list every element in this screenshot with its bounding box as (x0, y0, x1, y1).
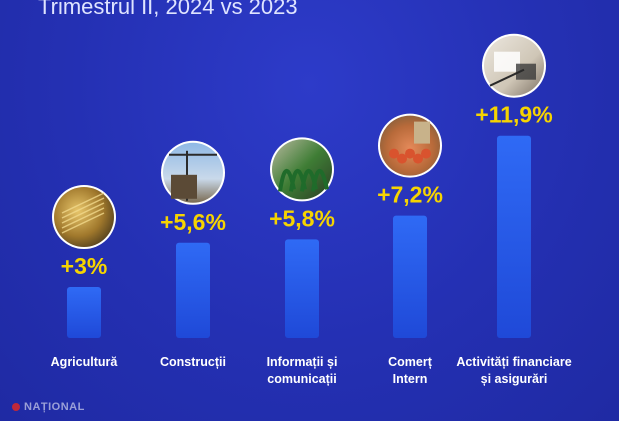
value-label-3: +5,8% (269, 205, 335, 231)
wheat-stalk (61, 202, 105, 224)
chart-title: Trimestrul II, 2024 vs 2023 (38, 0, 298, 19)
produce (413, 153, 423, 164)
produce (397, 153, 407, 164)
bar-3 (285, 239, 319, 338)
value-label-1: +3% (61, 253, 108, 279)
value-label-5: +11,9% (475, 102, 552, 128)
category-label-3-line-1: Informații și (267, 355, 338, 369)
produce (405, 148, 415, 159)
category-label-4-line-1: Comerț (388, 355, 433, 369)
category-label-1: Agricultură (51, 355, 119, 369)
building (171, 174, 197, 199)
bag (414, 121, 430, 144)
bar-1 (67, 287, 101, 338)
category-label-3-line-2: comunicații (267, 372, 336, 386)
value-label-2: +5,6% (160, 209, 226, 235)
watermark: NAȚIONAL (12, 401, 85, 413)
pen (489, 68, 525, 87)
wheat-stalk (61, 207, 105, 229)
photo-3 (272, 139, 332, 200)
produce (421, 148, 431, 159)
produce (389, 148, 399, 159)
cable (311, 168, 329, 192)
watermark-text: NAȚIONAL (24, 401, 85, 413)
value-label-4: +7,2% (377, 182, 443, 208)
bar-2 (176, 242, 210, 338)
wheat-stalk (61, 192, 105, 214)
market-produce-photo-icon (378, 113, 442, 178)
finance-documents-photo-icon (482, 33, 546, 98)
cables-photo-icon (270, 137, 334, 202)
document (494, 51, 520, 72)
wheat-stalk (61, 212, 105, 234)
category-label-4-line-2: Intern (393, 372, 428, 386)
bar-5 (497, 135, 531, 338)
construction-crane-photo-icon (161, 140, 225, 205)
wheat-photo-icon (52, 185, 116, 249)
category-label-2: Construcții (160, 355, 226, 369)
bar-4 (393, 215, 427, 338)
wheat-stalk (61, 197, 105, 219)
watermark-dot-icon (12, 403, 20, 411)
calculator (516, 63, 536, 80)
photo-4 (380, 115, 440, 176)
category-label-5-line-2: și asigurări (481, 372, 548, 386)
category-label-5-line-1: Activități financiare (456, 355, 571, 369)
